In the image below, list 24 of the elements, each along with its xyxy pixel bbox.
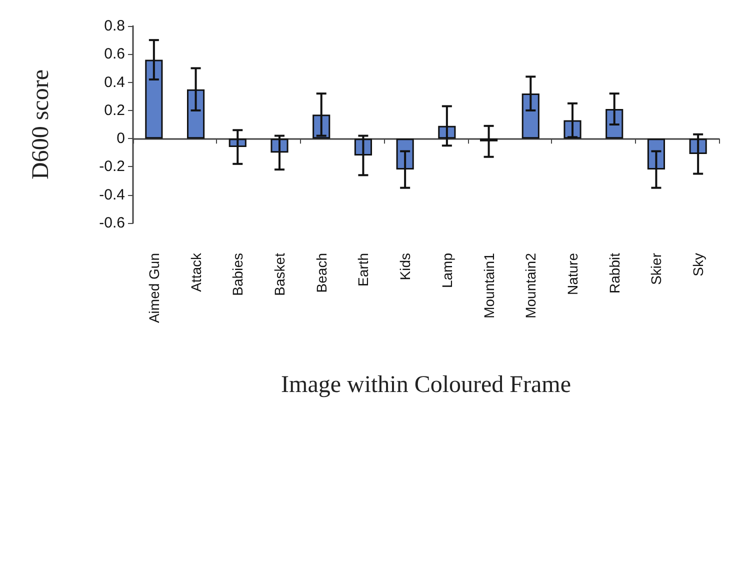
x-tick-label: Lamp (438, 252, 455, 288)
y-tick-label: -0.6 (99, 214, 125, 232)
x-tick-label: Rabbit (606, 252, 622, 294)
y-tick-label: -0.4 (99, 186, 125, 204)
x-tick-label: Mountain1 (480, 252, 497, 318)
x-tick-label: Earth (355, 253, 372, 286)
y-axis-title: D600 score (28, 70, 54, 180)
x-tick-label: Basket (272, 252, 288, 296)
x-tick-label: Beach (313, 253, 330, 293)
y-tick-label: -0.2 (99, 158, 125, 176)
y-tick-label: 0.2 (104, 102, 125, 119)
x-tick-label: Mountain2 (522, 252, 539, 318)
x-tick-label: Aimed Gun (146, 253, 162, 324)
x-axis-title: Image within Coloured Frame (281, 372, 571, 398)
y-tick-label: 0.8 (104, 18, 125, 34)
y-tick-label: 0.6 (104, 46, 125, 63)
y-tick-label: 0.4 (104, 74, 125, 91)
x-tick-label: Babies (230, 253, 246, 296)
x-tick-label: Skier (648, 252, 664, 285)
x-tick-label: Kids (397, 253, 414, 280)
x-tick-label: Nature (564, 252, 580, 296)
x-tick-label: Attack (188, 252, 204, 292)
x-tick-label: Sky (690, 253, 706, 276)
y-tick-label: 0 (116, 130, 125, 148)
